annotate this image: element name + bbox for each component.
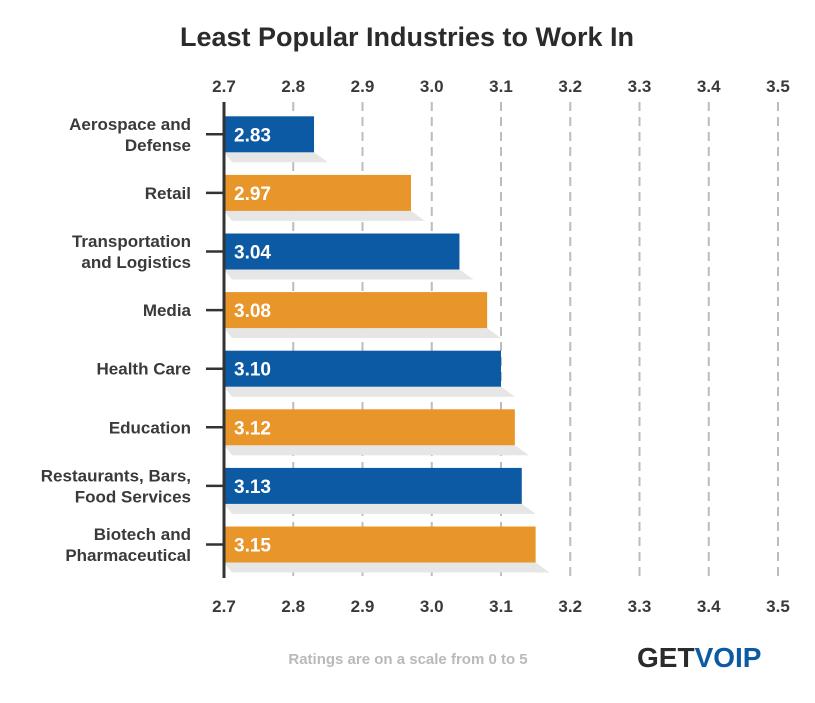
category-label: Education: [109, 418, 191, 437]
x-tick-label-top: 3.3: [628, 77, 652, 96]
bar-value-label: 3.12: [234, 418, 271, 439]
x-tick-label-top: 2.8: [281, 77, 305, 96]
bar: [224, 526, 536, 563]
x-tick-label-bottom: 3.4: [697, 597, 721, 616]
bar-shadow: [224, 386, 515, 397]
getvoip-logo: GETVOIP: [637, 642, 761, 673]
bar-shadow: [224, 328, 502, 339]
x-tick-label-bottom: 2.7: [212, 597, 236, 616]
bar: [224, 292, 488, 329]
category-label: Transportation and Logistics: [72, 232, 191, 272]
bar-value-label: 3.15: [234, 536, 271, 557]
bar: [224, 116, 315, 153]
x-axis-top: 2.7 2.8 2.9 3.0 3.1 3.2 3.3 3.4 3.5: [212, 77, 790, 96]
category-label: Restaurants, Bars, Food Services: [41, 466, 191, 506]
bar: [224, 409, 515, 446]
bar-shadow: [224, 562, 550, 573]
x-tick-label-top: 3.0: [420, 77, 444, 96]
x-tick-label-top: 3.1: [489, 77, 513, 96]
x-tick-label-top: 2.7: [212, 77, 236, 96]
bar-shadow: [224, 152, 329, 163]
x-axis-bottom: 2.7 2.8 2.9 3.0 3.1 3.2 3.3 3.4 3.5: [212, 597, 790, 616]
logo-voip: VOIP: [695, 642, 762, 673]
x-tick-label-bottom: 2.8: [281, 597, 305, 616]
bar-value-label: 3.04: [234, 243, 271, 264]
bar-shadow: [224, 503, 536, 514]
bar-value-label: 2.97: [234, 184, 271, 205]
x-tick-label-top: 2.9: [351, 77, 375, 96]
bar-value-label: 2.83: [234, 125, 271, 146]
x-tick-label-bottom: 3.5: [766, 597, 790, 616]
bar-shadow: [224, 210, 425, 221]
category-label: Biotech and Pharmaceutical: [65, 525, 191, 565]
category-label: Aerospace and Defense: [69, 115, 191, 155]
x-tick-label-top: 3.2: [558, 77, 582, 96]
bars: 2.83 2.97 3.04 3.08 3.10 3.12 3.13 3.15: [224, 116, 550, 573]
x-tick-label-bottom: 3.1: [489, 597, 513, 616]
bar-shadow: [224, 269, 474, 280]
bar: [224, 174, 411, 211]
x-tick-label-bottom: 2.9: [351, 597, 375, 616]
category-label: Health Care: [97, 360, 191, 379]
bar-shadow: [224, 445, 529, 456]
footnote: Ratings are on a scale from 0 to 5: [288, 651, 527, 668]
bar: [224, 350, 501, 387]
bar-value-label: 3.10: [234, 360, 271, 381]
category-label: Retail: [145, 184, 191, 203]
category-label: Media: [143, 301, 192, 320]
logo-get: GET: [637, 642, 695, 673]
bar: [224, 467, 522, 504]
bar-value-label: 3.13: [234, 477, 271, 498]
x-tick-label-top: 3.4: [697, 77, 721, 96]
x-tick-label-top: 3.5: [766, 77, 790, 96]
bar: [224, 233, 460, 270]
bar-value-label: 3.08: [234, 301, 271, 322]
y-axis-categories: Aerospace and Defense Retail Transportation…: [41, 115, 224, 565]
chart-title: Least Popular Industries to Work In: [180, 22, 634, 52]
x-tick-label-bottom: 3.2: [558, 597, 582, 616]
x-tick-label-bottom: 3.0: [420, 597, 444, 616]
x-tick-label-bottom: 3.3: [628, 597, 652, 616]
